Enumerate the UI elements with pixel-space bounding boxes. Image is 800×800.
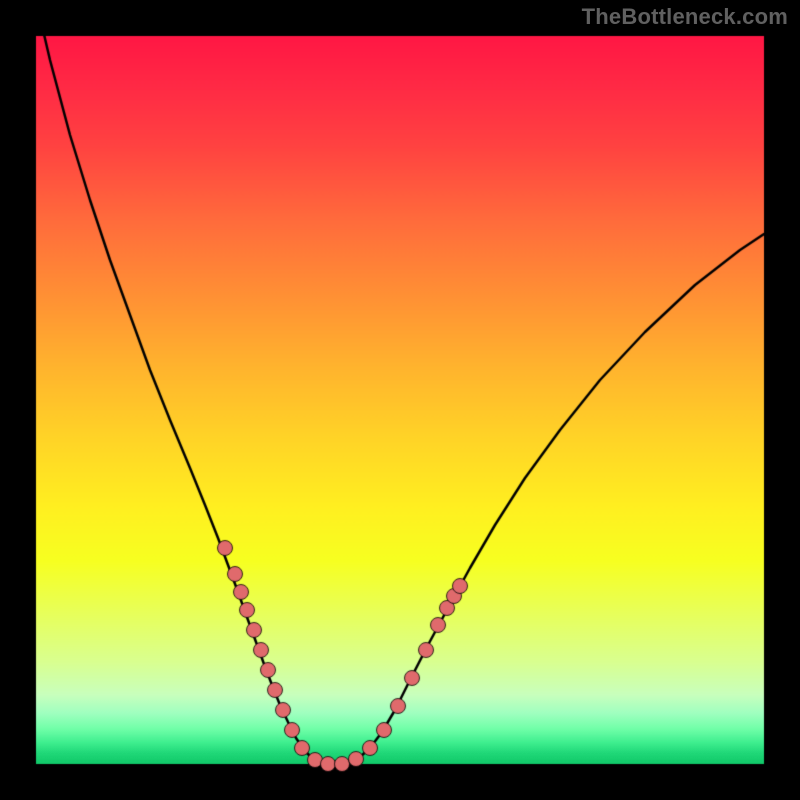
gradient-chart-canvas (0, 0, 800, 800)
watermark-label: TheBottleneck.com (582, 4, 788, 30)
